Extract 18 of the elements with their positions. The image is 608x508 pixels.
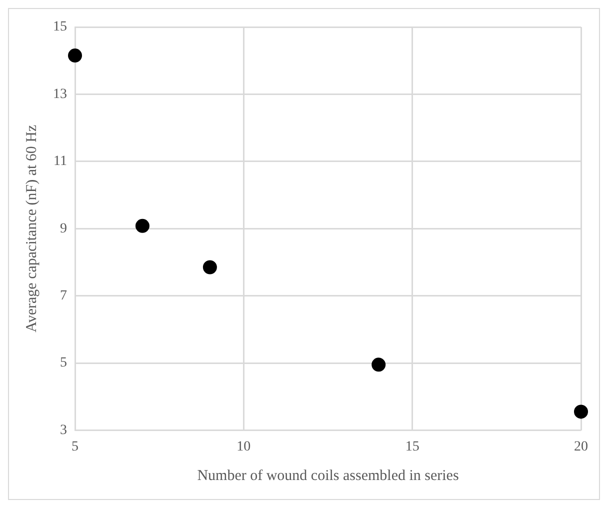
point	[135, 218, 150, 233]
y-tick-label: 11	[54, 154, 67, 170]
y-tick-label: 7	[60, 288, 67, 304]
y-tick-label: 9	[60, 221, 67, 236]
y-tick-label: 15	[53, 20, 67, 35]
y-tick-label: 5	[60, 356, 67, 371]
x-tick-label: 5	[72, 439, 78, 454]
x-tick-label: 10	[236, 439, 251, 454]
x-tick-label: 20	[574, 439, 588, 454]
y-tick-label: 3	[60, 422, 67, 438]
y-axis-title: Average capacitance (nF) at 60 Hz	[24, 124, 40, 332]
point	[68, 48, 82, 63]
point	[372, 358, 386, 372]
x-tick-label: 15	[405, 439, 420, 454]
y-tick-label: 13	[53, 86, 67, 102]
point	[574, 404, 588, 419]
point	[202, 260, 217, 274]
x-axis-title: Number of wound coils assembled in series	[197, 468, 459, 484]
